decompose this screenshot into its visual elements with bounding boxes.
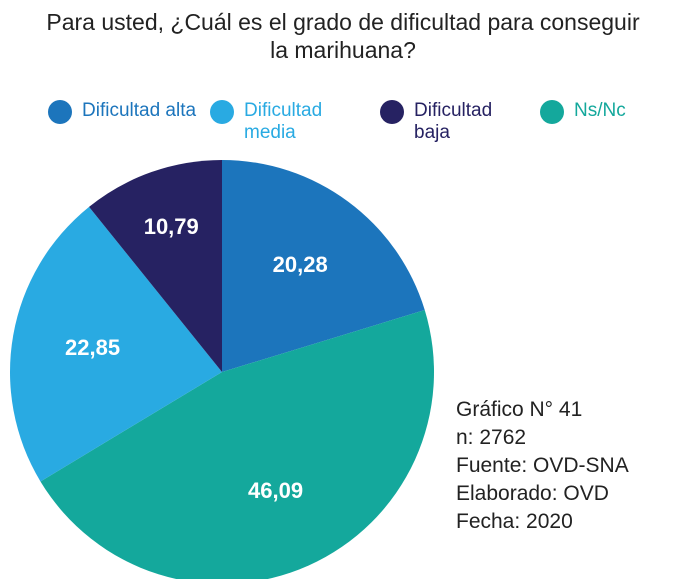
data-label: 22,85: [65, 335, 120, 360]
legend-label: Dificultad baja: [414, 100, 493, 143]
pie-slice: [222, 160, 425, 372]
legend-swatch: [48, 100, 72, 124]
pie-slice: [40, 310, 434, 579]
note-line: Fecha: 2020: [456, 510, 573, 533]
note-line: Gráfico N° 41: [456, 398, 583, 421]
note-line: Elaborado: OVD: [456, 482, 609, 505]
legend-label: Dificultad media: [244, 100, 323, 143]
pie-slice: [89, 160, 222, 372]
legend-item: Dificultad alta: [48, 100, 198, 124]
legend-item: Dificultad baja: [380, 100, 530, 144]
legend-label: Ns/Nc: [574, 100, 626, 121]
chart-title: Para usted, ¿Cuál es el grado de dificul…: [46, 9, 640, 63]
data-label: 20,28: [273, 252, 328, 277]
legend-swatch: [540, 100, 564, 124]
note-line: n: 2762: [456, 426, 527, 449]
data-label: 10,79: [144, 214, 199, 239]
pie-slice: [9, 206, 223, 482]
legend-swatch: [380, 100, 404, 124]
data-label: 46,09: [248, 478, 303, 503]
notes: Gráfico N° 41 n: 2762 Fuente: OVD-SNA Elabo…: [456, 396, 629, 536]
legend-swatch: [210, 100, 234, 124]
note-line: Fuente: OVD-SNA: [456, 454, 629, 477]
legend-label: Dificultad alta: [82, 100, 197, 121]
legend-item: Ns/Nc: [540, 100, 650, 124]
legend-item: Dificultad media: [210, 100, 360, 144]
